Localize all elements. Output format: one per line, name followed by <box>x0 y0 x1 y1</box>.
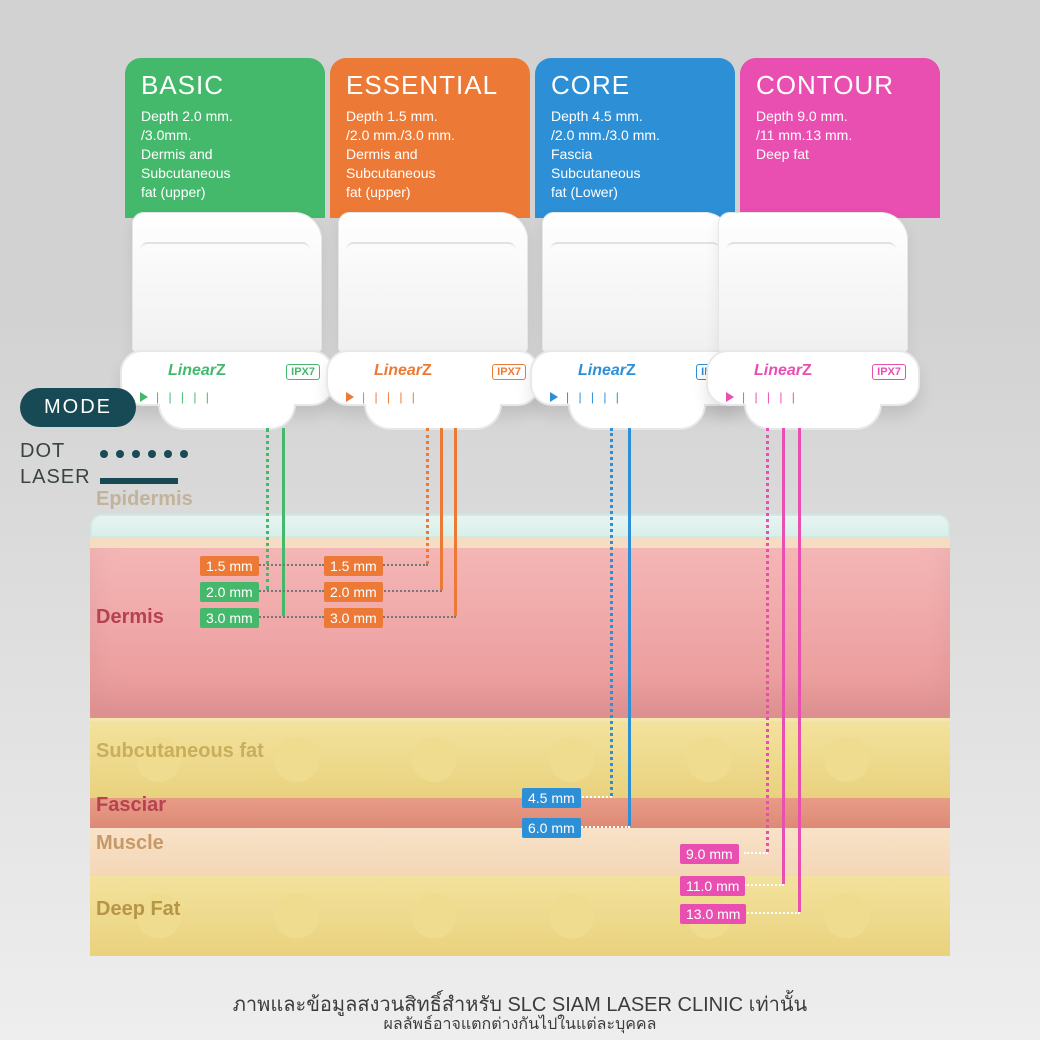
depth-tag: 4.5 mm <box>522 788 581 808</box>
depth-tag: 11.0 mm <box>680 876 745 896</box>
depth-line <box>798 428 801 912</box>
leader-line <box>744 884 784 886</box>
depth-tag: 1.5 mm <box>324 556 383 576</box>
leader-line <box>256 616 324 618</box>
leader-line <box>380 616 456 618</box>
leader-line <box>256 590 324 592</box>
cartridge-brand: LinearZ <box>578 362 636 380</box>
card-core: CORE Depth 4.5 mm. /2.0 mm./3.0 mm. Fasc… <box>535 58 735 218</box>
leader-line <box>578 826 630 828</box>
ticks-icon: | | | | | <box>726 390 798 404</box>
depth-tag: 3.0 mm <box>200 608 259 628</box>
card-essential: ESSENTIAL Depth 1.5 mm. /2.0 mm./3.0 mm.… <box>330 58 530 218</box>
depth-line <box>426 428 429 564</box>
leader-line <box>256 564 324 566</box>
card-title: CONTOUR <box>756 70 924 101</box>
depth-line <box>628 428 631 826</box>
card-desc: Depth 2.0 mm. /3.0mm. Dermis and Subcuta… <box>141 107 309 201</box>
depth-line <box>440 428 443 590</box>
depth-tag: 9.0 mm <box>680 844 739 864</box>
leader-line <box>380 590 442 592</box>
depth-line <box>766 428 769 852</box>
dot-icon <box>100 450 188 458</box>
leader-line <box>380 564 428 566</box>
cartridge-0: LinearZ IPX7 | | | | | <box>114 212 344 412</box>
depth-tag: 13.0 mm <box>680 904 746 924</box>
ipx-badge: IPX7 <box>286 364 320 380</box>
cartridge-brand: LinearZ <box>374 362 432 380</box>
card-title: ESSENTIAL <box>346 70 514 101</box>
ipx-badge: IPX7 <box>872 364 906 380</box>
card-basic: BASIC Depth 2.0 mm. /3.0mm. Dermis and S… <box>125 58 325 218</box>
label-fascia: Fasciar <box>96 794 166 817</box>
legend-laser: LASER <box>20 466 91 489</box>
legend-dot: DOT <box>20 440 65 463</box>
ipx-badge: IPX7 <box>492 364 526 380</box>
cartridge-brand: LinearZ <box>754 362 812 380</box>
depth-tag: 3.0 mm <box>324 608 383 628</box>
label-muscle: Muscle <box>96 832 164 855</box>
depth-line <box>610 428 613 796</box>
label-deepfat: Deep Fat <box>96 898 180 921</box>
ticks-icon: | | | | | <box>140 390 212 404</box>
cartridge-3: LinearZ IPX7 | | | | | <box>700 212 930 412</box>
card-contour: CONTOUR Depth 9.0 mm. /11 mm.13 mm. Deep… <box>740 58 940 218</box>
laser-icon <box>100 478 178 484</box>
depth-tag: 2.0 mm <box>324 582 383 602</box>
leader-line <box>744 852 768 854</box>
card-desc: Depth 9.0 mm. /11 mm.13 mm. Deep fat <box>756 107 924 164</box>
ticks-icon: | | | | | <box>550 390 622 404</box>
depth-tag: 2.0 mm <box>200 582 259 602</box>
leader-line <box>578 796 612 798</box>
footer-line2: ผลลัพธ์อาจแตกต่างกันไปในแต่ละบุคคล <box>0 1012 1040 1037</box>
card-desc: Depth 1.5 mm. /2.0 mm./3.0 mm. Dermis an… <box>346 107 514 201</box>
depth-tag: 1.5 mm <box>200 556 259 576</box>
cartridge-brand: LinearZ <box>168 362 226 380</box>
cartridge-1: LinearZ IPX7 | | | | | <box>320 212 550 412</box>
depth-tag: 6.0 mm <box>522 818 581 838</box>
depth-line <box>782 428 785 884</box>
skin-cross-section <box>90 514 950 956</box>
label-subcut: Subcutaneous fat <box>96 740 264 763</box>
card-title: BASIC <box>141 70 309 101</box>
mode-pill: MODE <box>20 388 136 427</box>
ticks-icon: | | | | | <box>346 390 418 404</box>
depth-line <box>454 428 457 616</box>
card-title: CORE <box>551 70 719 101</box>
leader-line <box>744 912 800 914</box>
depth-line <box>282 428 285 616</box>
label-dermis: Dermis <box>96 606 164 629</box>
label-epidermis: Epidermis <box>96 488 193 511</box>
card-desc: Depth 4.5 mm. /2.0 mm./3.0 mm. Fascia Su… <box>551 107 719 201</box>
